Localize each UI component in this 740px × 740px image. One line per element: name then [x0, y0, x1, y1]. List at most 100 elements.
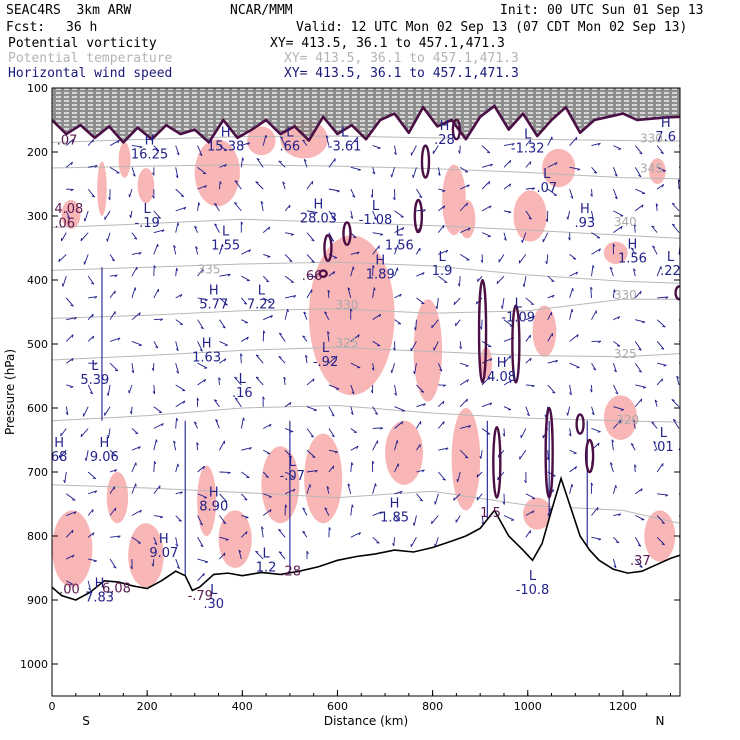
wind-arrowhead [593, 171, 597, 174]
wind-vector [241, 249, 251, 255]
wind-arrowhead [671, 399, 675, 401]
wind-arrowhead [332, 217, 336, 221]
wind-arrowhead [431, 324, 433, 329]
wind-vector [591, 406, 595, 415]
wind-arrowhead [222, 326, 226, 329]
x-tick-label: 200 [137, 700, 158, 713]
wind-arrowhead [497, 454, 500, 458]
wind-vector [326, 486, 330, 494]
hl-letter: H [221, 125, 231, 140]
wind-vector [437, 400, 445, 408]
wind-vector [327, 290, 330, 298]
wind-vector [372, 511, 383, 516]
wind-vector [284, 275, 295, 283]
wind-vector [219, 440, 225, 451]
wind-vector [394, 440, 398, 451]
wind-vector [153, 537, 158, 545]
wind-arrowhead [183, 400, 186, 404]
wind-arrowhead [396, 267, 399, 271]
wind-arrowhead [225, 539, 229, 541]
wind-arrowhead [175, 175, 179, 179]
wind-arrowhead [198, 202, 201, 206]
wind-arrowhead [412, 174, 414, 178]
wind-vector [481, 205, 492, 212]
wind-vector [671, 202, 680, 212]
wind-vector [480, 450, 483, 459]
wind-arrowhead [114, 469, 118, 473]
pv-blob-11 [584, 438, 595, 474]
wind-arrowhead [511, 143, 515, 146]
wind-vector [613, 406, 624, 411]
wind-vector [175, 145, 180, 156]
wind-vector [656, 463, 664, 473]
wind-vector [635, 204, 644, 212]
wind-arrowhead [665, 494, 669, 497]
wind-arrowhead [265, 280, 269, 283]
wind-vector [131, 363, 135, 373]
wind-vector [87, 188, 96, 198]
model-title: SEAC4RS 3km ARW [6, 3, 132, 18]
wind-arrowhead [372, 171, 376, 175]
wind-arrowhead [526, 413, 530, 417]
wind-vector [634, 398, 643, 408]
wind-vector [671, 223, 680, 233]
hl-letter: H [209, 486, 219, 501]
theta-label: 335 [198, 263, 221, 277]
wind-vector [654, 399, 658, 407]
wind-arrowhead [390, 174, 393, 178]
wind-arrowhead [684, 538, 687, 539]
wind-vector [525, 334, 531, 342]
wind-vector [325, 135, 330, 146]
wind-vector [460, 184, 470, 190]
wind-arrowhead [661, 378, 664, 382]
wind-arrowhead [255, 181, 259, 183]
wind-vector [66, 554, 75, 560]
wind-arrowhead [439, 368, 443, 372]
wind-arrowhead [593, 368, 597, 371]
wind-arrowhead [437, 173, 441, 176]
wind-arrowhead [642, 386, 646, 389]
wind-vector [84, 254, 89, 265]
wind-arrowhead [431, 520, 433, 524]
wind-vector [651, 225, 658, 233]
y-tick-label: 100 [27, 82, 48, 95]
wind-arrowhead [375, 483, 377, 487]
pink-region-15 [603, 241, 628, 264]
hl-letter: L [144, 202, 152, 217]
wind-arrowhead [80, 237, 83, 242]
wind-arrowhead [113, 566, 117, 569]
wind-vector [656, 266, 662, 277]
wind-vector [324, 311, 330, 320]
wind-arrowhead [263, 330, 266, 334]
hl-value: -.19 [134, 216, 159, 231]
wind-arrowhead [194, 225, 198, 229]
hl-letter: L [262, 547, 270, 562]
wind-vector [128, 384, 133, 394]
wind-arrowhead [269, 424, 272, 428]
pv-blob-5 [451, 118, 462, 141]
wind-vector [656, 536, 665, 546]
terrain-mask [52, 478, 680, 696]
wind-arrowhead [223, 552, 226, 556]
wind-vector [438, 447, 449, 451]
wind-vector [498, 254, 505, 263]
wind-vector [153, 288, 159, 299]
wind-arrowhead [224, 358, 227, 362]
wind-vector [481, 232, 491, 237]
wind-vector [394, 463, 399, 473]
wind-arrowhead [396, 440, 399, 444]
wind-vector [416, 469, 425, 473]
wind-arrowhead [683, 521, 686, 522]
wind-arrowhead [357, 334, 360, 338]
wind-arrowhead [633, 268, 636, 272]
wind-arrowhead [199, 153, 203, 156]
wind-vector [481, 428, 491, 435]
wind-arrowhead [311, 239, 315, 242]
pv-blob-8 [511, 304, 521, 384]
wind-vector [612, 485, 617, 494]
wind-vector [347, 483, 352, 494]
hl-value: 16.25 [131, 148, 168, 163]
wind-vector [569, 166, 581, 170]
wind-arrowhead [347, 287, 351, 291]
hl-letter: L [524, 127, 532, 142]
